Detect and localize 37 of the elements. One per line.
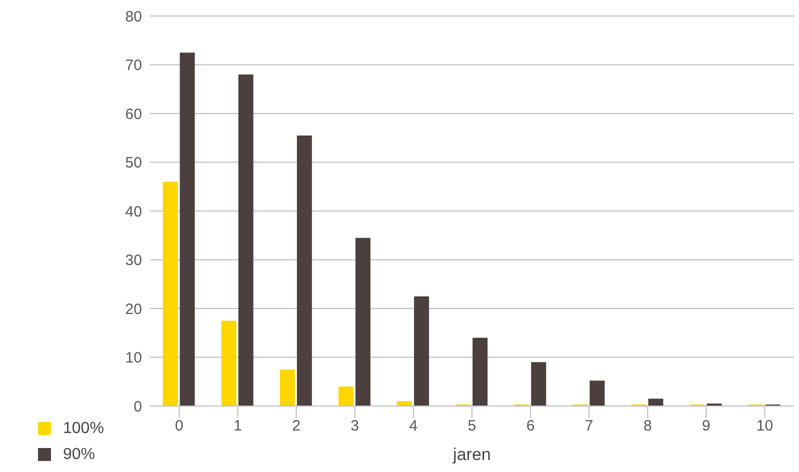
x-tick-label: 9: [702, 418, 710, 435]
x-tick-label: 6: [526, 418, 535, 435]
x-tick-label: 1: [234, 418, 242, 435]
bar: [162, 182, 178, 406]
y-tick-label: 0: [134, 398, 142, 416]
x-tick-label: 8: [643, 418, 652, 435]
bar: [397, 401, 412, 406]
bar: [296, 135, 312, 406]
x-tick-label: 7: [584, 418, 594, 435]
x-tick-label: 4: [409, 418, 418, 435]
y-tick-label: 60: [125, 106, 142, 123]
bar: [531, 362, 546, 406]
x-axis-title: jaren: [452, 445, 491, 464]
y-tick-label: 10: [125, 350, 142, 367]
bar: [221, 320, 236, 406]
y-tick-label: 20: [125, 300, 142, 318]
bar: [590, 380, 605, 406]
bar: [238, 74, 254, 406]
bar: [414, 296, 430, 406]
y-tick-label: 80: [125, 8, 142, 26]
bar: [280, 369, 295, 406]
x-tick-label: 0: [175, 418, 184, 435]
x-tick-label: 10: [756, 418, 774, 435]
bar: [180, 52, 195, 406]
y-tick-label: 40: [125, 203, 142, 220]
bar: [338, 386, 354, 406]
legend-label: 90%: [63, 446, 96, 463]
x-tick-label: 5: [468, 418, 476, 435]
x-tick-label: 3: [350, 418, 360, 435]
y-tick-label: 30: [125, 252, 142, 270]
y-tick-label: 70: [125, 57, 142, 74]
bar: [648, 398, 664, 406]
y-tick-label: 50: [125, 154, 142, 172]
bar: [472, 338, 488, 406]
bar: [355, 238, 370, 406]
x-tick-label: 2: [292, 418, 300, 435]
legend-label: 100%: [63, 420, 104, 437]
